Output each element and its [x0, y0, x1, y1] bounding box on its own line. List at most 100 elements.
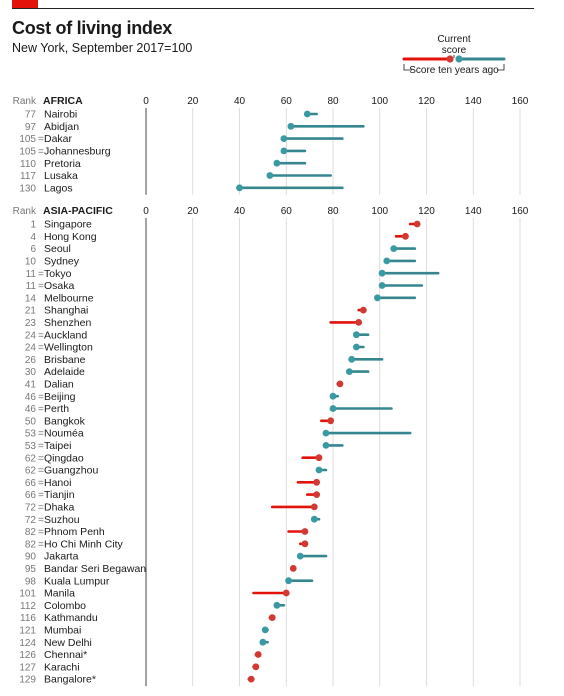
city-label: Suzhou — [44, 514, 80, 526]
x-tick-label: 40 — [234, 96, 246, 107]
city-label: Nairobi — [44, 109, 77, 121]
legend: Current score Score ten years ago — [402, 34, 506, 76]
rank-value: 50 — [25, 416, 37, 427]
top-rule — [12, 8, 534, 9]
city-label: Perth — [44, 403, 69, 415]
city-label: Bandar Seri Begawan — [44, 563, 146, 575]
region-title: ASIA-PACIFIC — [43, 205, 113, 217]
rank-value: 1 — [30, 220, 36, 231]
city-label: Dhaka — [44, 502, 75, 514]
rank-value: 72 — [25, 503, 37, 514]
city-label: Ho Chi Minh City — [44, 538, 124, 550]
rank-value: 82 — [25, 527, 37, 538]
city-label: Bangalore* — [44, 674, 96, 686]
current-score-dot — [266, 172, 274, 179]
current-score-dot — [390, 245, 398, 253]
city-label: Johannesburg — [44, 146, 111, 158]
rank-tie-mark: = — [38, 147, 44, 158]
rank-header: Rank — [13, 206, 37, 217]
current-score-dot — [303, 110, 311, 118]
current-score-dot — [301, 540, 309, 548]
current-score-dot — [378, 269, 386, 277]
current-score-dot — [285, 577, 292, 585]
city-label: Qingdao — [44, 452, 84, 464]
x-tick-label: 80 — [327, 96, 339, 107]
x-tick-label: 80 — [327, 206, 339, 217]
rank-value: 10 — [25, 257, 37, 268]
rank-value: 11 — [26, 281, 37, 292]
rank-value: 24 — [25, 330, 37, 341]
current-score-dot — [402, 232, 409, 240]
x-tick-label: 60 — [281, 206, 293, 217]
current-score-dot — [296, 552, 304, 560]
rank-value: 66 — [25, 490, 37, 501]
x-tick-label: 0 — [143, 206, 149, 217]
current-score-dot — [289, 565, 297, 572]
city-label: Singapore — [44, 219, 92, 231]
city-label: Phnom Penh — [44, 526, 105, 538]
rank-tie-mark: = — [38, 429, 44, 440]
rank-tie-mark: = — [38, 441, 44, 452]
current-score-dot — [355, 319, 363, 326]
x-tick-label: 100 — [371, 96, 388, 107]
x-tick-label: 40 — [234, 206, 246, 217]
region-title: AFRICA — [43, 95, 83, 107]
current-score-dot — [252, 663, 260, 671]
chart-subtitle: New York, September 2017=100 — [12, 41, 193, 55]
rank-value: 105 — [19, 134, 36, 145]
city-label: Auckland — [44, 329, 87, 341]
rank-value: 53 — [25, 429, 37, 440]
rank-tie-mark: = — [38, 404, 44, 415]
rank-value: 53 — [25, 441, 37, 452]
legend-past-label: Score ten years ago — [409, 65, 499, 76]
rank-tie-mark: = — [38, 343, 44, 354]
rank-tie-mark: = — [38, 515, 44, 526]
city-label: Osaka — [44, 280, 75, 292]
current-score-dot — [280, 135, 288, 143]
city-label: Adelaide — [44, 366, 85, 378]
x-tick-label: 140 — [465, 96, 482, 107]
rank-value: 90 — [25, 552, 37, 563]
rank-value: 62 — [25, 466, 37, 477]
rank-value: 11 — [26, 269, 37, 280]
x-tick-label: 120 — [418, 96, 435, 107]
rank-tie-mark: = — [38, 527, 44, 538]
current-score-dot — [383, 257, 391, 265]
city-label: Manila — [44, 588, 75, 600]
city-label: Dakar — [44, 133, 73, 145]
city-label: Dalian — [44, 379, 74, 391]
current-score-dot — [273, 159, 281, 167]
current-score-dot — [348, 355, 356, 363]
current-score-dot — [322, 429, 330, 437]
current-score-dot — [280, 147, 288, 155]
rank-header: Rank — [13, 96, 37, 107]
rank-tie-mark: = — [38, 269, 44, 280]
rank-value: 95 — [25, 564, 37, 575]
current-score-dot — [378, 282, 386, 289]
current-score-dot — [374, 294, 381, 302]
current-score-dot — [273, 601, 281, 609]
chart-title: Cost of living index — [12, 18, 173, 38]
current-score-dot — [413, 220, 421, 228]
rank-value: 72 — [25, 515, 37, 526]
rank-value: 130 — [19, 183, 36, 194]
current-score-dot — [268, 614, 276, 621]
city-label: Lagos — [44, 182, 73, 194]
rank-value: 101 — [19, 589, 36, 600]
current-score-dot — [327, 417, 335, 425]
rank-value: 82 — [25, 539, 37, 550]
rank-value: 6 — [30, 244, 36, 255]
current-score-dot — [359, 306, 367, 314]
x-tick-label: 120 — [418, 206, 435, 217]
city-label: New Delhi — [44, 637, 92, 649]
current-score-dot — [310, 503, 318, 511]
rank-value: 66 — [25, 478, 37, 489]
x-tick-label: 20 — [187, 206, 199, 217]
rank-value: 105 — [19, 147, 36, 158]
rank-value: 110 — [20, 159, 36, 170]
x-tick-label: 0 — [143, 96, 149, 107]
city-label: Nouméa — [44, 428, 84, 440]
current-score-dot — [236, 184, 243, 192]
rank-tie-mark: = — [38, 453, 44, 464]
